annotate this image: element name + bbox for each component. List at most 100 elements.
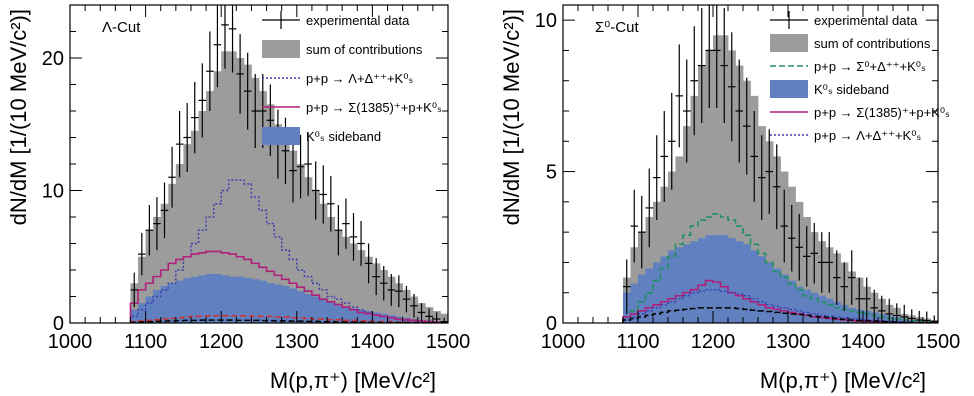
y-axis: 0 5 10: [535, 10, 938, 335]
sideband-bar: [750, 250, 759, 323]
sideband-bar: [175, 280, 184, 323]
sum-bar: [160, 203, 169, 323]
sideband-bar: [683, 244, 691, 323]
y-tick-label: 5: [546, 162, 557, 184]
x-axis: 1000 1100 1200 1300 1400 1500: [48, 5, 470, 353]
data-point: [818, 232, 826, 293]
sideband-bar: [705, 235, 714, 323]
sum-bar: [758, 126, 766, 323]
sideband-bar: [668, 250, 676, 323]
legend-label: sum of contributions: [814, 36, 931, 51]
data-point: [145, 205, 154, 256]
sideband-bar: [387, 315, 396, 323]
sideband-bar: [660, 256, 669, 323]
sideband-bar: [327, 301, 335, 323]
x-tick-label: 1100: [124, 331, 167, 353]
x-tick-label: 1300: [766, 331, 811, 353]
sideband-bar: [311, 296, 320, 323]
data-point: [795, 213, 803, 281]
sideband-bar: [228, 276, 237, 323]
sideband-bar: [645, 268, 654, 323]
x-tick-label: 1300: [275, 331, 320, 353]
data-point: [720, 8, 728, 124]
x-tick-label: 1200: [691, 331, 736, 353]
data-point: [758, 135, 766, 221]
experimental-data-points: [623, 5, 938, 323]
data-point: [402, 285, 411, 313]
legend-label: p+p → Σ(1385)⁺+p+K⁰ₛ: [814, 105, 950, 120]
sideband-bar: [206, 273, 215, 323]
sum-bar: [153, 217, 162, 323]
legend-item: p+p → Λ+Δ⁺⁺+K⁰ₛ: [262, 71, 413, 86]
sum-bar: [349, 243, 358, 323]
data-point: [387, 273, 396, 306]
sideband-bar: [259, 280, 267, 323]
sideband-bar: [630, 283, 639, 323]
data-point: [878, 295, 886, 323]
sum-bar: [183, 144, 192, 323]
data-point: [153, 197, 161, 251]
y-axis-label: dN/dM [1/(10 MeV/c²)]: [6, 9, 31, 225]
sum-bar: [206, 91, 215, 323]
sideband-bar: [810, 292, 819, 323]
data-point: [645, 168, 653, 248]
data-point: [690, 26, 698, 136]
data-point: [638, 195, 646, 269]
sideband-bar: [795, 286, 804, 323]
experimental-data-points: [130, 5, 448, 323]
data-point: [228, 5, 237, 73]
x-axis: 1000 1100 1200 1300 1400 1500: [541, 5, 960, 353]
legend-label: sum of contributions: [306, 42, 423, 57]
sideband-bar: [364, 311, 373, 323]
sideband-bar: [334, 304, 343, 323]
data-point: [908, 309, 916, 323]
sideband-bar: [221, 275, 230, 323]
legend-item: sum of contributions: [770, 34, 931, 52]
sum-bar: [190, 130, 199, 323]
data-point: [630, 189, 638, 263]
sideband-bar: [138, 303, 146, 323]
sum-bar: [274, 124, 283, 323]
data-point: [803, 226, 811, 287]
data-point: [788, 204, 796, 272]
data-point: [168, 146, 176, 208]
data-point: [334, 205, 343, 256]
legend-swatch: [262, 127, 300, 145]
legend-item: K⁰ₛ sideband: [770, 80, 889, 98]
data-point: [183, 103, 191, 172]
legend-label: p+p → Λ+Δ⁺⁺+K⁰ₛ: [814, 128, 921, 143]
data-point: [885, 298, 893, 323]
sideband-histogram: [130, 273, 448, 323]
x-axis-label: M(p,π⁺) [MeV/c²]: [760, 368, 926, 393]
sum-bar: [735, 65, 744, 323]
sideband-bar: [690, 241, 699, 323]
sum-bar: [281, 137, 290, 323]
panel-label: Λ-Cut: [102, 19, 141, 36]
sum-bar: [296, 164, 305, 323]
data-point: [395, 275, 403, 308]
sideband-bar: [675, 247, 684, 323]
sideband-bar: [728, 238, 736, 323]
data-point: [713, 5, 721, 108]
data-point: [893, 303, 901, 323]
data-point: [342, 198, 350, 249]
legend-label: experimental data: [306, 13, 410, 28]
sum-bar: [266, 104, 275, 323]
sideband-bar: [342, 307, 351, 323]
data-point: [840, 262, 848, 311]
data-point: [825, 232, 833, 293]
sideband-bar: [304, 293, 313, 323]
sideband-bar: [848, 307, 856, 323]
sum-bar: [773, 156, 781, 323]
data-point: [130, 272, 139, 308]
data-point: [357, 220, 365, 267]
sum-bar: [765, 141, 774, 323]
data-point: [930, 315, 938, 323]
x-tick-label: 1400: [841, 331, 886, 353]
sum-bar: [304, 177, 313, 323]
sum-bar: [698, 65, 706, 323]
sideband-bar: [349, 308, 358, 323]
sideband-bar: [773, 268, 781, 323]
sum-bar: [342, 236, 351, 323]
